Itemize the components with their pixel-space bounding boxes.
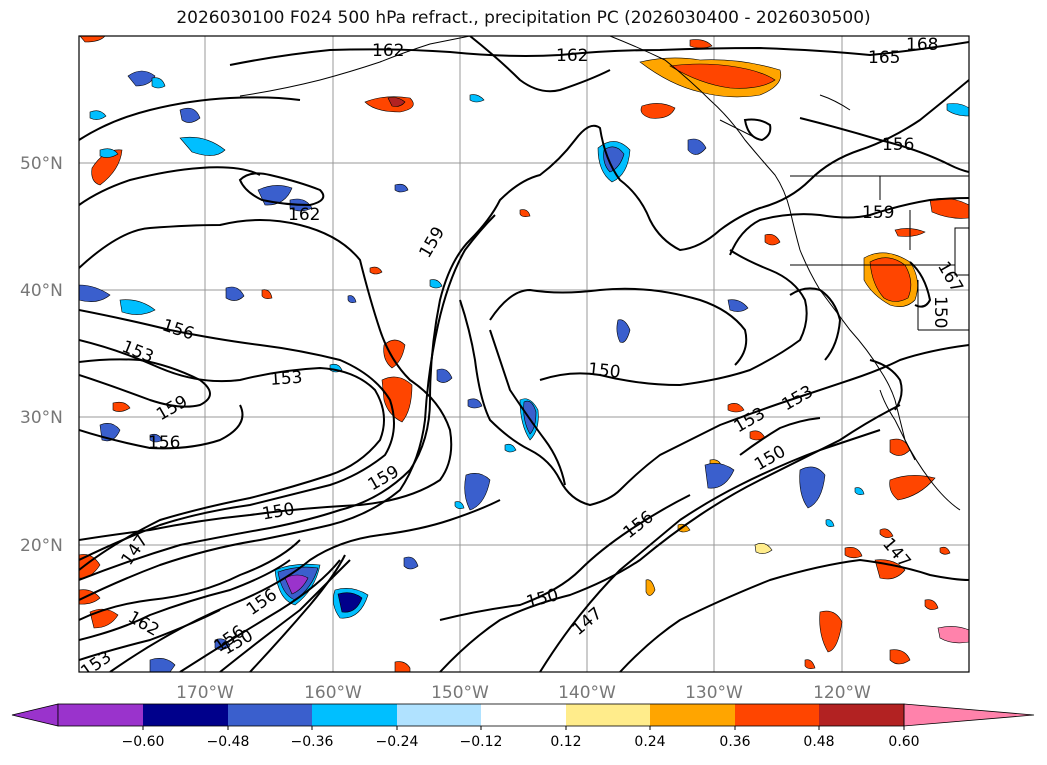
colorbar-tick-label: −0.12: [460, 734, 503, 750]
colorbar-segment: [143, 704, 228, 726]
contour-label: 165: [868, 48, 900, 68]
colorbar-tick-label: 0.36: [719, 734, 750, 750]
colorbar-tick-label: −0.48: [207, 734, 250, 750]
height-contours: [79, 36, 969, 672]
lon-label: 150°W: [431, 683, 489, 703]
contour-label: 150: [930, 296, 950, 328]
colorbar-extend-high: [903, 703, 1035, 727]
colorbar-segment: [58, 704, 143, 726]
colorbar-segment: [566, 704, 650, 726]
colorbar: −0.60 −0.48 −0.36 −0.24 −0.12 0.12 0.24 0.36 0.4…: [11, 703, 1035, 750]
contour-label: 162: [372, 41, 404, 61]
colorbar-extend-low: [11, 703, 59, 727]
map-frame: [78, 35, 970, 673]
lon-label: 140°W: [558, 683, 616, 703]
colorbar-segment: [735, 704, 819, 726]
colorbar-segment: [228, 704, 312, 726]
colorbar-tick-label: 0.48: [803, 734, 834, 750]
lat-label: 50°N: [20, 154, 63, 174]
colorbar-segment: [819, 704, 904, 726]
latitude-labels: 50°N 40°N 30°N 20°N: [20, 154, 63, 556]
lat-label: 30°N: [20, 408, 63, 428]
coastline: [239, 36, 969, 511]
colorbar-tick-label: 0.60: [888, 734, 919, 750]
precip-positive: [79, 36, 969, 672]
colorbar-segment: [312, 704, 397, 726]
colorbar-tick-label: −0.60: [122, 734, 165, 750]
contour-label: 150: [587, 359, 621, 382]
colorbar-tick-label: 0.24: [634, 734, 665, 750]
colorbar-tick-label: −0.36: [291, 734, 334, 750]
lon-label: 170°W: [176, 683, 234, 703]
contour-label: 162: [288, 205, 320, 225]
contour-label: 156: [148, 433, 180, 453]
map-content: 162 165 168 162 156 159 162 159 156 153 …: [79, 35, 969, 672]
contour-label: 153: [269, 368, 303, 390]
figure-title: 2026030100 F024 500 hPa refract., precip…: [176, 8, 871, 28]
contour-label: 168: [906, 35, 938, 55]
lon-label: 160°W: [304, 683, 362, 703]
colorbar-tick-label: −0.24: [376, 734, 419, 750]
map-area: [79, 36, 969, 672]
colorbar-segment: [397, 704, 481, 726]
colorbar-segment: [650, 704, 735, 726]
lon-label: 130°W: [685, 683, 743, 703]
contour-label: 159: [862, 203, 894, 223]
longitude-labels: 170°W 160°W 150°W 140°W 130°W 120°W: [176, 683, 871, 703]
contour-label: 162: [556, 46, 588, 66]
lat-label: 20°N: [20, 536, 63, 556]
contour-label: 156: [882, 135, 914, 155]
lon-label: 120°W: [813, 683, 871, 703]
colorbar-segment: [481, 704, 566, 726]
colorbar-tick-label: 0.12: [550, 734, 581, 750]
lat-label: 40°N: [20, 281, 63, 301]
